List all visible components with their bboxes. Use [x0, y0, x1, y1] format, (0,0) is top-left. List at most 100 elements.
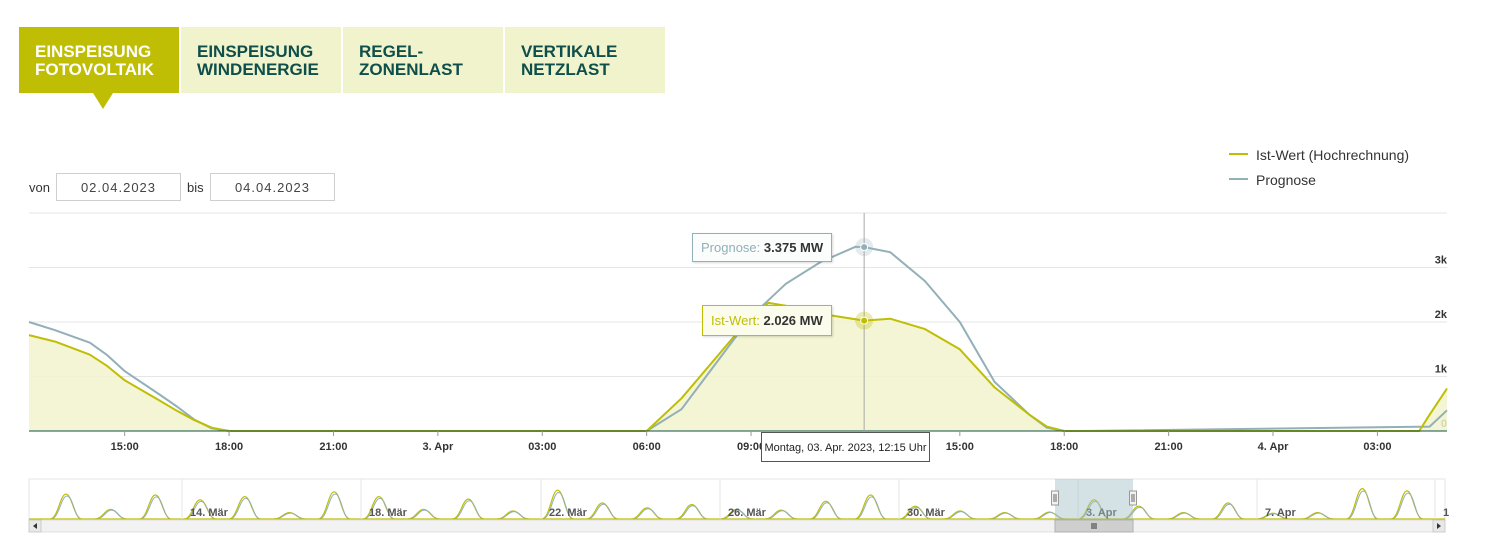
x-tick-label: 06:00	[633, 441, 661, 453]
x-tick-label: 18:00	[215, 441, 243, 453]
navigator-forecast-curve	[1257, 513, 1288, 520]
navigator-forecast-curve	[542, 492, 573, 520]
navigator-forecast-curve	[95, 509, 126, 520]
crosshair-timestamp: Montag, 03. Apr. 2023, 12:15 Uhr	[764, 442, 927, 454]
navigator-series	[29, 487, 1445, 520]
navigator-forecast-curve	[453, 500, 484, 520]
navigator-forecast-curve	[676, 505, 707, 520]
navigator-date-label: 7. Apr	[1265, 507, 1296, 519]
navigator-forecast-curve	[50, 495, 82, 520]
scrollbar[interactable]	[28, 519, 1446, 533]
to-date-input[interactable]	[210, 173, 335, 201]
x-tick-label: 15:00	[111, 441, 139, 453]
range-navigator[interactable]: 14. Mär 18. Mär 22. Mär 26. Mär 30. Mär 3. Ap…	[0, 478, 1487, 538]
legend-actual-label: Ist-Wert (Hochrechnung)	[1256, 147, 1410, 163]
tab-vertikale-netzlast[interactable]: VERTIKALE NETZLAST	[505, 27, 665, 93]
navigator-forecast-curve	[274, 512, 305, 520]
series-areas	[28, 245, 1448, 432]
x-tick-label: 09:00	[737, 441, 765, 453]
tab-regelzonenlast[interactable]: REGEL- ZONENLAST	[343, 27, 503, 93]
actual-area	[29, 302, 1447, 431]
legend-item-forecast[interactable]: Prognose	[1229, 172, 1316, 188]
navigator-forecast-curve	[363, 497, 395, 520]
navigator-date-label: 18. Mär	[369, 507, 408, 519]
y-tick-label: 1k	[1435, 364, 1448, 376]
navigator-handle-left[interactable]	[1051, 490, 1059, 506]
navigator-date-label: 14. Mär	[190, 507, 229, 519]
navigator-forecast-curve	[497, 511, 529, 520]
tab-einspeisung-fotovoltaik[interactable]: EINSPEISUNG FOTOVOLTAIK	[19, 27, 179, 93]
from-date-input[interactable]	[56, 173, 181, 201]
navigator-date-label: 22. Mär	[549, 507, 588, 519]
x-tick-label: 03:00	[528, 441, 556, 453]
from-label: von	[29, 180, 50, 195]
navigator-forecast-curve	[1123, 506, 1154, 520]
scroll-left-arrow-icon	[33, 523, 37, 529]
tooltip-forecast: Prognose: 3.375 MW	[692, 233, 833, 262]
navigator-forecast-curve	[1034, 512, 1065, 520]
x-tick-label: 18:00	[1050, 441, 1078, 453]
legend-item-actual[interactable]: Ist-Wert (Hochrechnung)	[1229, 147, 1409, 163]
navigator-selection[interactable]	[1051, 479, 1137, 519]
tab-label-line2: ZONENLAST	[359, 60, 463, 79]
navigator-forecast-curve	[184, 500, 216, 520]
navigator-forecast-curve	[1391, 492, 1423, 520]
to-label: bis	[187, 180, 204, 195]
x-tick-label: 4. Apr	[1258, 441, 1289, 453]
navigator-forecast-curve	[319, 493, 350, 520]
tab-label-line2: WINDENERGIE	[197, 60, 319, 79]
navigator-handle-right[interactable]	[1129, 490, 1137, 506]
navigator-forecast-curve	[140, 496, 171, 520]
legend-forecast-swatch	[1229, 178, 1248, 181]
tab-label-line1: REGEL-	[359, 42, 424, 61]
navigator-background	[28, 478, 1446, 520]
tab-label-line2: NETZLAST	[521, 60, 610, 79]
actual-marker	[860, 316, 869, 325]
scrollbar-track[interactable]	[28, 519, 1446, 533]
tab-label-line1: EINSPEISUNG	[35, 42, 152, 61]
tooltip-forecast-label: Prognose	[701, 240, 757, 255]
forecast-marker	[860, 243, 869, 252]
x-tick-label: 21:00	[1155, 441, 1183, 453]
navigator-forecast-curve	[944, 511, 976, 520]
tab-label-line1: EINSPEISUNG	[197, 42, 314, 61]
tooltip-forecast-value: 3.375 MW	[763, 240, 824, 255]
crosshair-timestamp-label: Montag, 03. Apr. 2023, 12:15 Uhr	[761, 432, 930, 462]
x-tick-label: 15:00	[946, 441, 974, 453]
navigator-forecast-curve	[900, 506, 931, 520]
navigator-labels: 14. Mär 18. Mär 22. Mär 26. Mär 30. Mär 3. Ap…	[181, 479, 1449, 519]
navigator-forecast-curve	[1213, 503, 1244, 520]
crosshair	[855, 213, 874, 431]
tab-label-line1: VERTIKALE	[521, 42, 618, 61]
scroll-right-arrow-icon	[1437, 523, 1441, 529]
navigator-forecast-curve	[1168, 512, 1199, 520]
navigator-forecast-curve	[587, 503, 618, 520]
tooltip-actual: Ist-Wert: 2.026 MW	[702, 305, 832, 336]
navigator-forecast-curve	[1302, 512, 1333, 520]
x-tick-label: 21:00	[319, 441, 347, 453]
navigator-forecast-curve	[229, 497, 260, 520]
navigator-forecast-curve	[855, 496, 886, 520]
y-tick-label: 3k	[1435, 255, 1448, 267]
tab-einspeisung-windenergie[interactable]: EINSPEISUNG WINDENERGIE	[181, 27, 341, 93]
legend-actual-swatch	[1229, 153, 1248, 156]
navigator-frame	[28, 478, 1446, 520]
tooltip-actual-label: Ist-Wert	[711, 313, 757, 328]
navigator-forecast-curve	[766, 510, 797, 520]
x-tick-label: 03:00	[1363, 441, 1391, 453]
navigator-forecast-curve	[632, 508, 663, 520]
navigator-forecast-curve	[989, 512, 1020, 520]
navigator-selection-window[interactable]	[1055, 479, 1133, 519]
y-tick-label: 2k	[1435, 309, 1448, 321]
navigator-date-label: 1	[1443, 507, 1449, 519]
navigator-date-label: 30. Mär	[907, 507, 946, 519]
navigator-forecast-curve	[408, 509, 439, 520]
tooltip-actual-value: 2.026 MW	[763, 313, 823, 328]
x-tick-label: 3. Apr	[422, 441, 453, 453]
active-tab-pointer	[93, 93, 113, 109]
navigator-date-label: 3. Apr	[1086, 507, 1117, 519]
navigator-forecast-curve	[1347, 490, 1378, 520]
tab-label-line2: FOTOVOLTAIK	[35, 60, 154, 79]
navigator-forecast-curve	[810, 502, 842, 520]
